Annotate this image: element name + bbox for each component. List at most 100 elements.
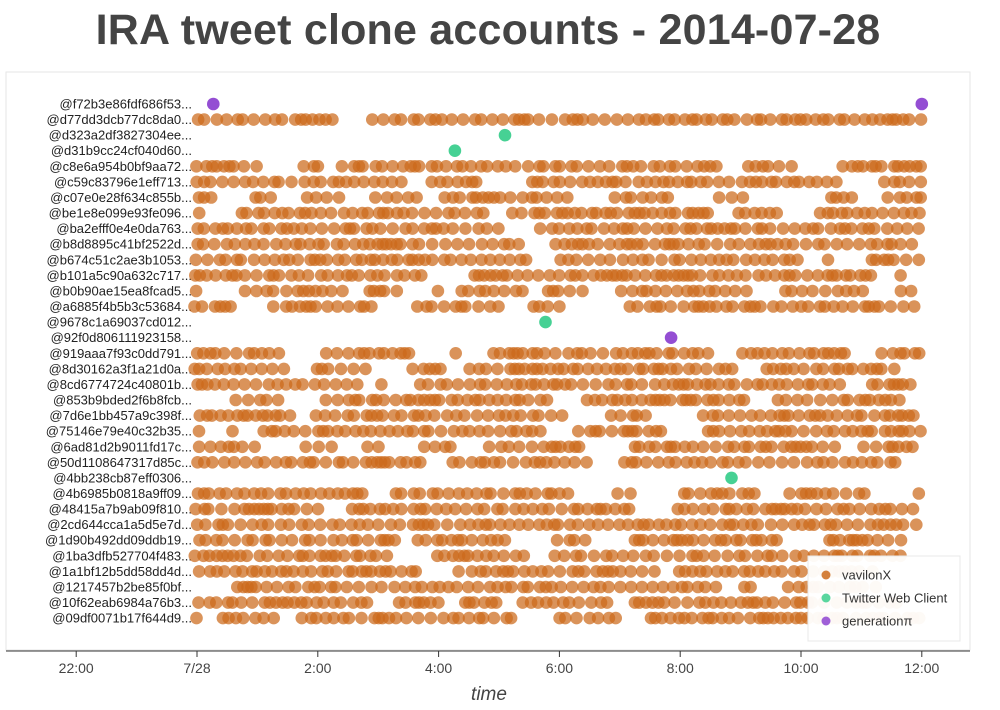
tweet-dot-vavilonx [631,300,644,313]
tweet-dot-vavilonx [310,611,323,625]
account-label: @1a1bf12b5dd58dd4d... [49,564,192,579]
tweet-dot-vavilonx [609,502,622,516]
tweet-dot-vavilonx [499,393,513,407]
tweet-dot-vavilonx [765,549,779,563]
tweet-dot-vavilonx [247,253,261,267]
tweet-dot-vavilonx [521,160,535,173]
tweet-dot-vavilonx [605,424,619,438]
tweet-dot-vavilonx [333,518,347,531]
tweet-dot-vavilonx [904,284,918,298]
tweet-dot-vavilonx [430,502,444,516]
tweet-dot-vavilonx [265,565,279,578]
tweet-dot-vavilonx [334,362,348,376]
tweet-dot-vavilonx [474,113,488,126]
tweet-dot-vavilonx [464,253,478,267]
tweet-dot-vavilonx [636,237,650,251]
tweet-dot-vavilonx [853,502,866,516]
tweet-dot-vavilonx [740,284,753,298]
tweet-dot-vavilonx [386,222,400,235]
tweet-dot-vavilonx [754,300,767,313]
tweet-dot-vavilonx [375,580,388,594]
tweet-dot-vavilonx [549,237,562,251]
tweet-dot-vavilonx [296,378,309,391]
tweet-dot-vavilonx [250,160,263,173]
tweet-dot-vavilonx [303,549,316,563]
tweet-dot-vavilonx [469,175,483,189]
tweet-dot-vavilonx [503,518,516,531]
tweet-dot-vavilonx [582,160,595,173]
tweet-dot-vavilonx [487,284,501,298]
tweet-dot-vavilonx [589,378,602,391]
tweet-dot-vavilonx [272,269,286,282]
tweet-dot-vavilonx [599,362,613,376]
tweet-dot-vavilonx [591,611,605,625]
tweet-dot-vavilonx [881,222,894,235]
tweet-dot-vavilonx [766,347,779,360]
tweet-dot-vavilonx [481,424,495,438]
tweet-dot-vavilonx [888,362,901,376]
tweet-dot-vavilonx [272,347,286,360]
tweet-dot-vavilonx [308,378,322,391]
tweet-dot-vavilonx [567,533,581,547]
tweet-dot-vavilonx [872,300,886,313]
tweet-dot-vavilonx [544,409,558,422]
tweet-dot-vavilonx [285,175,298,189]
tweet-dot-vavilonx [421,378,435,391]
tweet-dot-vavilonx [334,596,348,609]
tweet-dot-vavilonx [780,113,793,126]
tweet-dot-vavilonx [841,393,854,407]
tweet-dot-vavilonx [731,611,745,625]
tweet-dot-vavilonx [613,518,626,531]
tweet-dot-vavilonx [863,393,876,407]
tweet-dot-vavilonx [689,393,703,407]
tweet-dot-vavilonx [272,175,285,189]
tweet-dot-vavilonx [704,456,717,469]
tweet-dot-vavilonx [614,284,628,298]
tweet-dot-vavilonx [504,611,518,625]
tweet-dot-vavilonx [536,175,549,189]
tweet-dot-vavilonx [239,237,252,251]
tweet-dot-vavilonx [868,222,881,235]
tweet-dot-vavilonx [490,378,504,391]
tweet-dot-vavilonx [313,580,326,594]
tweet-dot-vavilonx [759,565,772,578]
tweet-dot-vavilonx [530,191,543,204]
tweet-dot-vavilonx [819,284,832,298]
tweet-dot-vavilonx [538,206,552,220]
tweet-dot-vavilonx [224,300,237,313]
tweet-dot-vavilonx [260,580,273,594]
tweet-dot-vavilonx [221,222,234,235]
tweet-dot-vavilonx [206,456,219,469]
tweet-dot-vavilonx [870,237,884,251]
tweet-dot-vavilonx [471,549,484,563]
tweet-dot-vavilonx [694,487,707,500]
tweet-dot-vavilonx [775,565,789,578]
tweet-dot-vavilonx [450,580,464,594]
tweet-dot-vavilonx [681,580,694,594]
tweet-dot-vavilonx [668,596,681,609]
tweet-dot-vavilonx [648,237,662,251]
tweet-dot-vavilonx [272,549,286,563]
tweet-dot-vavilonx [338,253,352,267]
tweet-dot-vavilonx [624,487,637,500]
tweet-dot-vavilonx [462,237,476,251]
account-label: @a6885f4b5b3c53684... [49,299,192,314]
tweet-dot-vavilonx [477,206,490,220]
tweet-dot-vavilonx [480,222,494,235]
tweet-dot-vavilonx [846,300,860,313]
tweet-dot-vavilonx [364,424,378,438]
tweet-dot-vavilonx [562,347,575,360]
tweet-dot-vavilonx [843,502,856,516]
tweet-dot-vavilonx [384,518,398,531]
tweet-dot-twitter-web-client [725,471,738,485]
tweet-dot-vavilonx [582,237,596,251]
tweet-dot-vavilonx [751,549,764,563]
tweet-dot-vavilonx [775,456,789,469]
tweet-dot-vavilonx [247,113,260,126]
tweet-dot-vavilonx [463,362,476,376]
tweet-dot-vavilonx [285,533,299,547]
tweet-dot-vavilonx [534,424,547,438]
tweet-dot-vavilonx [365,565,378,578]
tweet-dot-vavilonx [228,533,241,547]
tweet-dot-vavilonx [475,253,488,267]
